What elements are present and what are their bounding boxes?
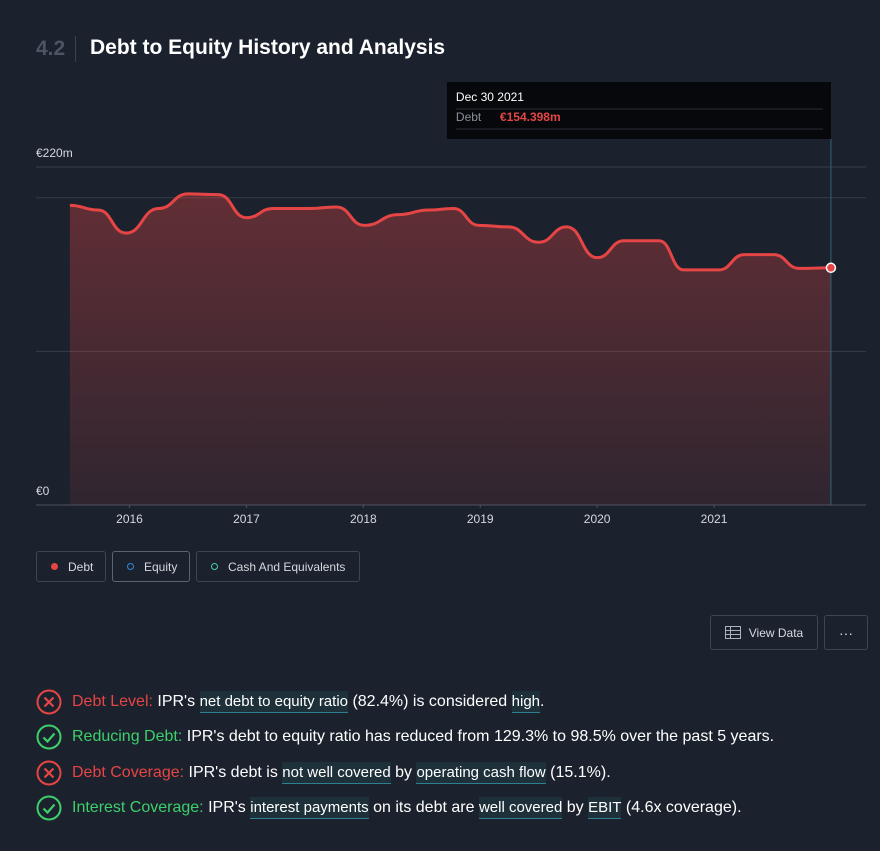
x-tick-label: 2020 bbox=[584, 512, 611, 526]
button-label: View Data bbox=[748, 625, 804, 640]
statement-text: (82.4%) is considered bbox=[348, 692, 512, 710]
y-tick-label: €220m bbox=[36, 146, 73, 160]
line bbox=[69, 192, 831, 272]
statement-link[interactable]: operating cash flow bbox=[416, 761, 546, 784]
statement-link[interactable]: net debt to equity ratio bbox=[199, 690, 348, 713]
statement-text: IPR's debt is bbox=[184, 763, 283, 781]
legend-label: Cash And Equivalents bbox=[228, 559, 346, 574]
status-icon bbox=[36, 760, 62, 786]
legend-item[interactable]: Debt bbox=[36, 551, 106, 582]
statement-text: by bbox=[390, 763, 417, 781]
legend-marker bbox=[127, 563, 134, 570]
statement-text: (4.6x coverage). bbox=[621, 799, 742, 817]
x-tick-label: 2019 bbox=[467, 512, 494, 526]
statement-link[interactable]: high bbox=[511, 690, 540, 713]
statement-text: IPR's debt to equity ratio has reduced f… bbox=[182, 728, 775, 746]
statement: Debt Coverage: IPR's debt is not well co… bbox=[36, 755, 876, 791]
statement-label: Debt Level: bbox=[72, 692, 153, 710]
tooltip-value: €154.398m bbox=[500, 110, 561, 124]
statement: Reducing Debt: IPR's debt to equity rati… bbox=[36, 720, 876, 756]
status-icon bbox=[36, 689, 62, 715]
status-icon bbox=[36, 795, 62, 821]
statement-text: . bbox=[540, 692, 545, 710]
more-button[interactable]: ··· bbox=[824, 615, 868, 650]
hover-point bbox=[825, 262, 837, 274]
y-tick-label: €0 bbox=[36, 484, 50, 498]
table-icon bbox=[724, 626, 741, 639]
statement-label: Interest Coverage: bbox=[72, 799, 204, 817]
chart: €0 €220m 2016 2017 2018 2019 2020 2021 Dec 30 20… bbox=[36, 82, 866, 526]
statement-text: by bbox=[562, 799, 589, 817]
statement-text: IPR's bbox=[152, 692, 200, 710]
legend-marker bbox=[51, 563, 58, 570]
tooltip: Dec 30 2021 Debt €154.398m bbox=[446, 82, 831, 139]
view-data-button[interactable]: View Data bbox=[710, 615, 818, 650]
area-fill bbox=[69, 193, 831, 506]
x-tick-label: 2018 bbox=[350, 512, 377, 526]
status-icon bbox=[36, 724, 62, 750]
x-tick-label: 2021 bbox=[701, 512, 728, 526]
section-number: 4.2 bbox=[36, 36, 77, 62]
x-tick-label: 2016 bbox=[116, 512, 143, 526]
statements: Debt Level: IPR's net debt to equity rat… bbox=[36, 684, 876, 826]
tooltip-date: Dec 30 2021 bbox=[456, 90, 524, 104]
section-title: Debt to Equity History and Analysis bbox=[90, 36, 446, 59]
statement: Debt Level: IPR's net debt to equity rat… bbox=[36, 684, 876, 720]
statement-label: Reducing Debt: bbox=[72, 728, 183, 746]
statement-link[interactable]: EBIT bbox=[588, 797, 622, 820]
statement-text: IPR's bbox=[203, 799, 251, 817]
statement: Interest Coverage: IPR's interest paymen… bbox=[36, 791, 876, 827]
statement-text: on its debt are bbox=[368, 799, 479, 817]
legend-label: Debt bbox=[68, 559, 94, 574]
statement-link[interactable]: interest payments bbox=[250, 797, 369, 820]
legend-item[interactable]: Cash And Equivalents bbox=[196, 551, 360, 582]
statement-text: (15.1%). bbox=[545, 763, 611, 781]
x-tick-label: 2017 bbox=[233, 512, 260, 526]
legend-label: Equity bbox=[144, 559, 178, 574]
legend-item[interactable]: Equity bbox=[112, 551, 190, 582]
statement-link[interactable]: not well covered bbox=[282, 761, 391, 784]
legend-marker bbox=[211, 563, 218, 570]
statement-label: Debt Coverage: bbox=[72, 763, 185, 781]
tooltip-series: Debt bbox=[456, 110, 482, 124]
statement-link[interactable]: well covered bbox=[478, 797, 563, 820]
